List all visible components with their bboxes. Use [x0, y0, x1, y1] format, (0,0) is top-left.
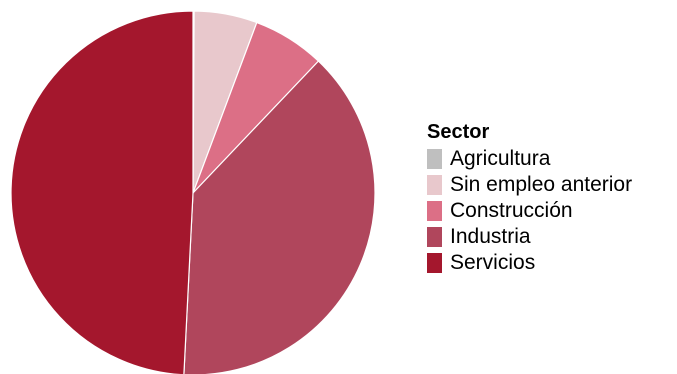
pie-slice-industria [183, 60, 376, 374]
legend-item: Sin empleo anterior [427, 172, 632, 198]
legend-item: Agricultura [427, 146, 632, 172]
legend-swatch [427, 201, 442, 221]
legend-items: Agricultura Sin empleo anterior Construcci… [427, 146, 632, 276]
legend-item: Industria [427, 224, 632, 250]
legend-label: Construcción [450, 199, 573, 222]
legend-swatch [427, 253, 442, 273]
pie-slice-servicios [10, 10, 194, 374]
legend-label: Sin empleo anterior [450, 173, 633, 196]
legend-swatch [427, 149, 442, 169]
pie-slices [10, 10, 376, 374]
legend: Sector Agricultura Sin empleo anterior Con… [427, 120, 632, 276]
legend-item: Servicios [427, 250, 632, 276]
legend-swatch [427, 227, 442, 247]
legend-label: Servicios [450, 251, 536, 274]
legend-label: Industria [450, 225, 531, 248]
legend-title: Sector [427, 121, 490, 143]
legend-item: Construcción [427, 198, 632, 224]
legend-label: Agricultura [450, 147, 551, 170]
legend-swatch [427, 175, 442, 195]
